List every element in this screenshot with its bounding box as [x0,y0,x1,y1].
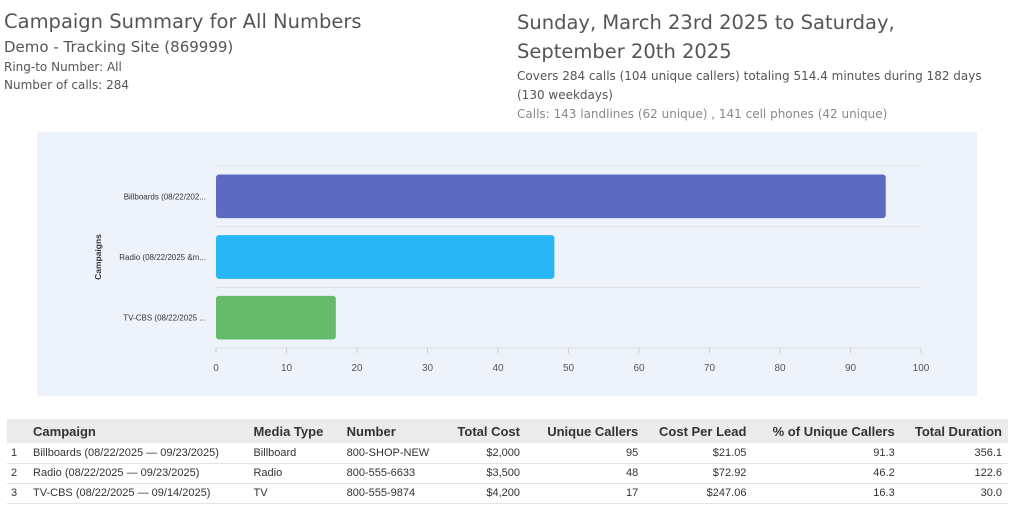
x-tick-label: 100 [913,363,930,374]
cell-pct-unique: 16.3 [752,483,901,504]
table-row: 2 Radio (08/22/2025 — 09/23/2025) Radio … [7,463,1008,484]
chart-canvas: 0 10 20 30 40 50 60 70 80 90 100 Billboards (08/22/… [93,165,930,374]
ring-to-number: Ring-to Number: All [4,60,122,74]
cell-pct-unique: 91.3 [752,443,901,464]
x-tick-label: 90 [845,363,857,374]
category-label: Billboards (08/22/202... [124,192,206,201]
col-media-type[interactable]: Media Type [247,419,341,443]
cell-total-duration: 356.1 [900,443,1008,464]
cell-media-type: Radio [247,463,341,484]
col-campaign[interactable]: Campaign [27,419,248,443]
cell-total-duration: 30.0 [900,483,1008,504]
campaign-bar-chart: 0 10 20 30 40 50 60 70 80 90 100 Billboards (08/22/… [37,132,977,396]
cell-number: 800-555-9874 [340,483,446,504]
cell-unique-callers: 48 [526,463,645,484]
row-index: 1 [7,443,28,464]
cell-campaign: Radio (08/22/2025 — 09/23/2025) [27,463,248,484]
campaign-table: Campaign Media Type Number Total Cost Un… [7,419,1008,504]
bar [216,235,555,279]
number-of-calls: Number of calls: 284 [4,78,130,92]
site-name: Demo - Tracking Site (869999) [4,38,234,56]
x-tick-label: 10 [281,363,293,374]
category-label: TV-CBS (08/22/2025 ... [123,314,206,323]
col-unique-callers[interactable]: Unique Callers [526,419,645,443]
col-pct-unique[interactable]: % of Unique Callers [752,419,901,443]
cell-unique-callers: 95 [526,443,645,464]
date-range: Sunday, March 23rd 2025 to Saturday, Sep… [517,11,895,63]
cell-cost-per-lead: $21.05 [644,443,753,464]
x-tick-label: 60 [633,363,645,374]
col-index [7,419,28,443]
table-row: 1 Billboards (08/22/2025 — 09/23/2025) B… [7,443,1008,464]
cell-unique-callers: 17 [526,483,645,504]
bar [216,174,886,219]
cell-cost-per-lead: $72.92 [644,463,753,484]
x-tick-label: 20 [351,363,363,374]
x-tick-label: 0 [213,363,219,374]
coverage-summary: Covers 284 calls (104 unique callers) to… [517,69,982,102]
col-cost-per-lead[interactable]: Cost Per Lead [644,419,753,443]
cell-total-cost: $4,200 [445,483,526,504]
cell-total-cost: $3,500 [445,463,526,484]
cell-media-type: TV [247,483,341,504]
x-tick-label: 70 [704,363,716,374]
report-header-left: Campaign Summary for All Numbers Demo - … [4,8,474,94]
calls-breakdown: Calls: 143 landlines (62 unique) , 141 c… [517,107,888,121]
row-index: 2 [7,463,28,484]
x-tick-label: 40 [492,363,504,374]
table-row: 3 TV-CBS (08/22/2025 — 09/14/2025) TV 80… [7,483,1008,504]
col-total-cost[interactable]: Total Cost [445,419,526,443]
cell-number: 800-555-6633 [340,463,446,484]
cell-total-cost: $2,000 [445,443,526,464]
x-tick-label: 80 [774,363,786,374]
cell-pct-unique: 46.2 [752,463,901,484]
row-index: 3 [7,483,28,504]
y-axis-title: Campaigns [93,234,103,280]
col-total-duration[interactable]: Total Duration [900,419,1008,443]
cell-media-type: Billboard [247,443,341,464]
cell-cost-per-lead: $247.06 [644,483,753,504]
col-number[interactable]: Number [340,419,446,443]
cell-campaign: TV-CBS (08/22/2025 — 09/14/2025) [27,483,248,504]
category-label: Radio (08/22/2025 &m... [119,253,206,262]
cell-campaign: Billboards (08/22/2025 — 09/23/2025) [27,443,248,464]
cell-total-duration: 122.6 [900,463,1008,484]
x-tick-label: 50 [563,363,575,374]
cell-number: 800-SHOP-NEW [340,443,446,464]
report-header-right: Sunday, March 23rd 2025 to Saturday, Sep… [517,8,997,124]
table-header-row: Campaign Media Type Number Total Cost Un… [7,419,1008,443]
bar [216,295,336,340]
page-title: Campaign Summary for All Numbers [4,10,362,33]
x-tick-label: 30 [422,363,434,374]
